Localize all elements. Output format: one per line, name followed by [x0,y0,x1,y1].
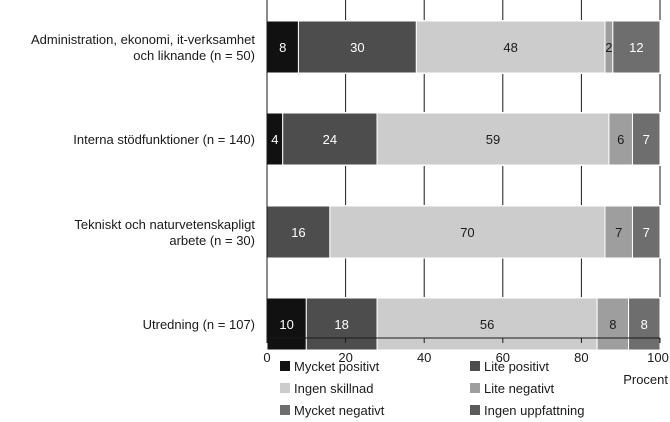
bar-segment [266,205,331,259]
bar-segment [631,112,661,166]
legend: Mycket positivt Lite positivt Ingen skilln… [280,359,584,418]
category-label: Utredning (n = 107) [143,317,255,332]
bar-segment [297,20,417,74]
data-label: 70 [460,225,474,240]
data-label: 8 [609,317,616,332]
data-label: 8 [641,317,648,332]
data-label: 56 [480,317,494,332]
bar-segment [376,297,598,351]
data-label: 7 [615,225,622,240]
data-label: 48 [503,40,517,55]
bar-segment [631,205,661,259]
legend-label: Lite negativt [484,381,554,396]
data-label: 18 [334,317,348,332]
data-label: 4 [271,132,278,147]
grid-lines [266,0,661,297]
data-label: 16 [291,225,305,240]
legend-swatch [280,361,290,371]
data-label: 8 [279,40,286,55]
data-label: 6 [617,132,624,147]
legend-swatch [280,405,290,415]
data-label: 10 [279,317,293,332]
category-label: Tekniskt och naturvetenskapligt arbete (n… [74,217,255,248]
legend-swatch [470,405,480,415]
x-axis-title: Procent [623,372,668,387]
x-tick-label: 60 [496,350,510,365]
x-tick-label: 20 [338,350,352,365]
category-label: Administration, ekonomi, it-verksamhet oc… [31,32,255,63]
category-label: Interna stödfunktioner (n = 140) [73,132,255,147]
bar-segment [329,205,606,259]
x-tick-label: 100 [647,350,669,365]
bar-segment [596,297,630,351]
legend-label: Ingen skillnad [294,381,374,396]
bars: 8 30 48 2 12 4 24 59 6 7 16 70 7 7 10 18 56 8 8 [266,20,661,351]
data-label: 12 [629,40,643,55]
x-tick-label: 0 [263,350,270,365]
legend-label: Mycket positivt [294,359,380,374]
bar-segment [415,20,606,74]
legend-label: Lite positivt [484,359,549,374]
bar-segment [305,297,378,351]
x-tick-label: 80 [574,350,588,365]
legend-swatch [470,383,480,393]
bar-segment [376,112,610,166]
x-axis: 0 20 40 60 80 100 [263,0,669,365]
bar-segment [266,297,307,351]
legend-label: Mycket negativt [294,403,385,418]
data-label: 30 [350,40,364,55]
data-label: 59 [486,132,500,147]
bar-segment [604,205,633,259]
legend-label: Ingen uppfattning [484,403,584,418]
legend-swatch [470,361,480,371]
category-labels: Administration, ekonomi, it-verksamhet oc… [31,32,255,332]
data-label: 2 [605,40,612,55]
bar-segment [628,297,661,351]
data-label: 24 [323,132,337,147]
legend-swatch [280,383,290,393]
bar-segment [612,20,661,74]
data-label: 7 [643,132,650,147]
data-label: 7 [643,225,650,240]
x-tick-label: 40 [417,350,431,365]
bar-segment [266,20,299,74]
